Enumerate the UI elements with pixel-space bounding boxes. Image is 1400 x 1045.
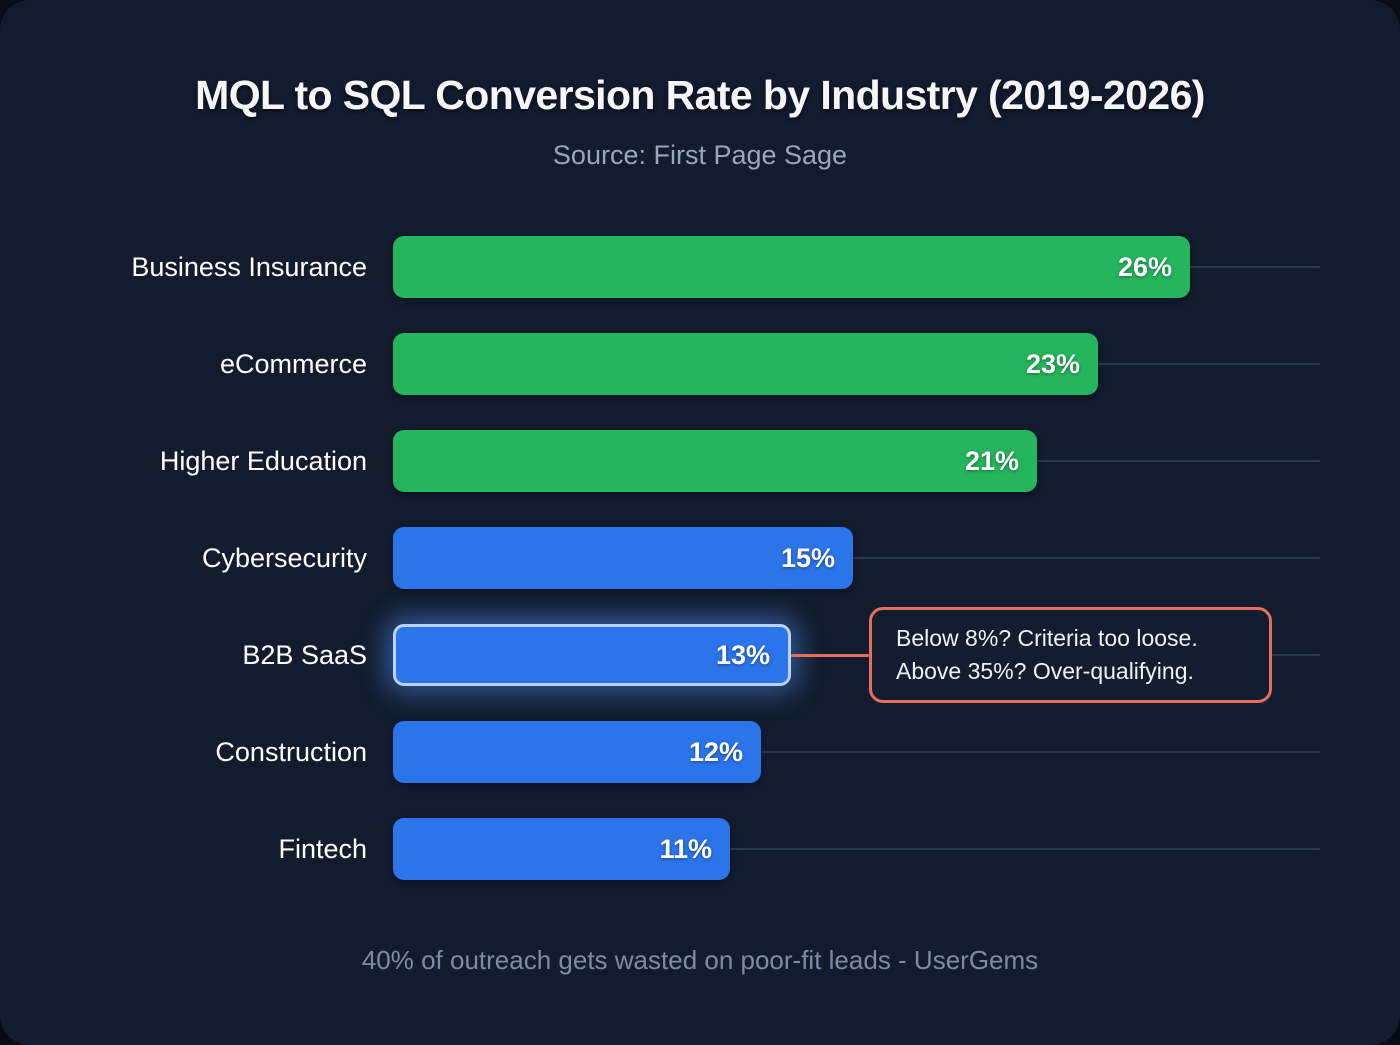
category-label: eCommerce — [219, 348, 367, 379]
annotation-connector-line — [791, 654, 869, 657]
bar-construction[interactable]: 12% — [393, 721, 761, 783]
bar-value-label: 11% — [659, 833, 712, 864]
bar-row: Cybersecurity 15% — [0, 527, 1400, 589]
bar-higher-education[interactable]: 21% — [393, 430, 1037, 492]
chart-subtitle: Source: First Page Sage — [552, 140, 848, 170]
bar-value-label: 21% — [964, 445, 1019, 476]
bar-value-label: 15% — [780, 542, 835, 573]
bar-value-label: 23% — [1025, 348, 1080, 379]
gridline — [393, 751, 1320, 753]
category-label: Higher Education — [159, 445, 367, 476]
bar-row: Fintech 11% — [0, 818, 1400, 880]
annotation-text-line-2: Above 35%? Over-qualifying. — [896, 658, 1194, 684]
bar-b2b-saas[interactable]: 13% — [393, 624, 791, 686]
bar-row: Construction 12% — [0, 721, 1400, 783]
bar-value-label: 12% — [688, 736, 743, 767]
bar-business-insurance[interactable]: 26% — [393, 236, 1190, 298]
bar-row: Higher Education 21% — [0, 430, 1400, 492]
bar-value-label: 26% — [1117, 251, 1172, 282]
bar-row: Business Insurance 26% — [0, 236, 1400, 298]
annotation-text-line-1: Below 8%? Criteria too loose. — [896, 625, 1198, 652]
gridline — [393, 557, 1320, 559]
bar-ecommerce[interactable]: 23% — [393, 333, 1098, 395]
bar-row: eCommerce 23% — [0, 333, 1400, 395]
annotation-callout-box: Below 8%? Criteria too loose. Above 35%?… — [869, 607, 1272, 703]
bar-cybersecurity[interactable]: 15% — [393, 527, 853, 589]
category-label: Business Insurance — [131, 251, 367, 282]
category-label: Fintech — [278, 833, 367, 864]
chart-footnote: 40% of outreach gets wasted on poor-fit … — [361, 945, 1039, 975]
category-label: Cybersecurity — [201, 542, 367, 573]
category-label: B2B SaaS — [242, 639, 367, 670]
chart-title: MQL to SQL Conversion Rate by Industry (… — [195, 72, 1205, 118]
bar-value-label: 13% — [715, 639, 770, 670]
bar-fintech[interactable]: 11% — [393, 818, 730, 880]
category-label: Construction — [215, 736, 367, 767]
gridline — [393, 848, 1320, 850]
bar-row: B2B SaaS 13% — [0, 624, 1400, 686]
